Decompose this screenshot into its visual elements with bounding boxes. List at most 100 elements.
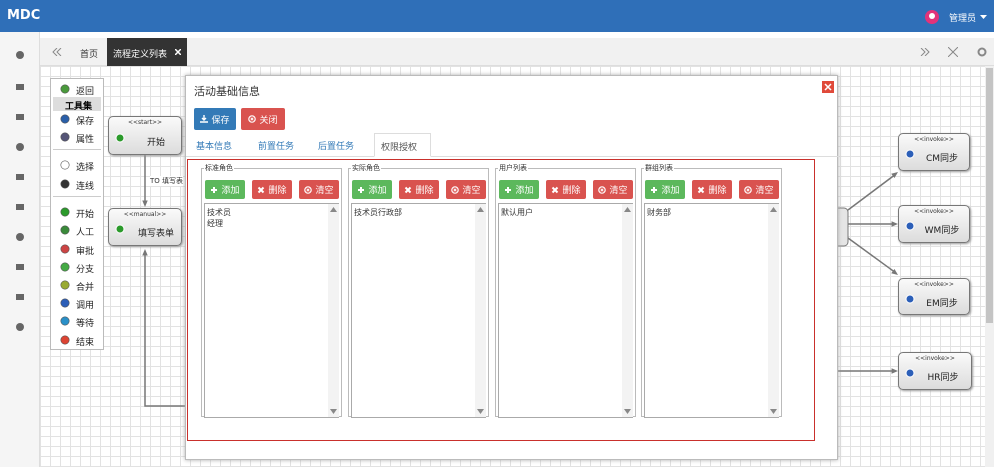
scroll-down: [770, 409, 777, 414]
tool-item[interactable]: 审批: [76, 247, 95, 257]
button[interactable]: 删除: [252, 180, 292, 199]
list-item[interactable]: 默认用户: [501, 208, 533, 217]
tab[interactable]: 首页: [80, 50, 99, 60]
tool-item[interactable]: 调用: [76, 301, 95, 311]
tool-item[interactable]: 人工: [76, 228, 95, 238]
tool-item[interactable]: 合并: [76, 283, 95, 293]
button[interactable]: 清空: [593, 180, 633, 199]
edge: [144, 252, 185, 407]
button[interactable]: 添加: [499, 180, 539, 199]
shape: [330, 409, 337, 414]
dialog-tab[interactable]: 后置任务: [316, 133, 364, 157]
listbox[interactable]: 默认用户: [498, 203, 633, 418]
list-scrollbar: [328, 204, 339, 417]
button-icon: [505, 186, 512, 193]
node-label: 填写表单: [137, 229, 174, 239]
tool-item[interactable]: 连线: [76, 182, 95, 192]
shape: [16, 233, 24, 241]
tab-prev[interactable]: [52, 48, 62, 56]
button[interactable]: 添加: [205, 180, 245, 199]
tool-item[interactable]: 开始: [76, 210, 95, 220]
edge: [847, 237, 897, 274]
button[interactable]: 保存: [194, 108, 236, 130]
button[interactable]: 删除: [546, 180, 586, 199]
tool-item[interactable]: 属性: [76, 135, 95, 145]
dialog-tab[interactable]: 基本信息: [194, 133, 242, 157]
tool-item[interactable]: 选择: [76, 163, 95, 173]
node-stereotype: <<invoke>>: [915, 355, 955, 362]
shape: [477, 409, 484, 414]
node-icon: [905, 294, 915, 303]
tool-item[interactable]: 等待: [76, 319, 95, 329]
button[interactable]: 清空: [739, 180, 779, 199]
button[interactable]: 清空: [446, 180, 486, 199]
node-label: 开始: [146, 137, 165, 148]
shape: [16, 323, 24, 331]
button-icon: [744, 185, 753, 194]
flow-node[interactable]: <<invoke>> WM同步: [898, 205, 970, 243]
button[interactable]: 添加: [352, 180, 392, 199]
flow-node[interactable]: <<invoke>> CM同步: [898, 133, 970, 171]
list-item[interactable]: 经理: [207, 219, 223, 228]
node-label: HR同步: [927, 373, 959, 383]
button[interactable]: 清空: [299, 180, 339, 199]
button[interactable]: 删除: [399, 180, 439, 199]
button-label: 添加: [661, 186, 680, 196]
button[interactable]: 关闭: [241, 108, 285, 130]
shape: [453, 187, 458, 192]
settings[interactable]: [977, 47, 987, 57]
list-item[interactable]: 财务部: [647, 208, 671, 217]
flow-node[interactable]: <<manual>> 填写表单: [108, 208, 182, 246]
listbox[interactable]: 技术员 经理: [204, 203, 339, 418]
flow-node[interactable]: <<invoke>> HR同步: [898, 352, 972, 390]
tool-item[interactable]: 返回: [76, 87, 95, 97]
tab-active[interactable]: 流程定义列表: [107, 38, 187, 66]
button-label: 添加: [221, 186, 240, 196]
flow-node[interactable]: <<invoke>> EM同步: [898, 278, 970, 315]
shape: [905, 149, 915, 159]
scroll-up: [330, 207, 337, 212]
tab-close[interactable]: [175, 49, 181, 55]
fullscreen[interactable]: [948, 47, 958, 57]
listbox[interactable]: 财务部: [644, 203, 779, 418]
button-icon: [405, 186, 412, 193]
tab-next[interactable]: [920, 48, 930, 56]
shape: [60, 298, 70, 308]
list-item[interactable]: 技术员行政部: [354, 208, 402, 217]
user-menu[interactable]: 管理员: [949, 14, 977, 24]
sidebar-icon: [16, 174, 24, 180]
shape: [60, 179, 70, 189]
tool-icon: [60, 335, 70, 345]
tool-item[interactable]: 保存: [76, 117, 95, 127]
list-scrollbar: [622, 204, 633, 417]
shape: [60, 207, 70, 217]
button[interactable]: 删除: [692, 180, 732, 199]
shape: [304, 185, 313, 194]
tool-icon: [60, 179, 70, 189]
flow-node[interactable]: <<start>> 开始: [108, 116, 182, 155]
button-label: 添加: [368, 186, 387, 196]
tool-item[interactable]: 分支: [76, 265, 95, 275]
sidebar-icon: [16, 294, 24, 300]
shape: [115, 224, 125, 234]
node-label: EM同步: [926, 298, 958, 309]
dialog-close[interactable]: [822, 81, 834, 93]
shape: [250, 117, 255, 121]
shape: [405, 186, 412, 193]
node-stereotype: <<start>>: [127, 119, 163, 126]
tab-line: [186, 156, 839, 157]
dialog-tab[interactable]: 前置任务: [256, 133, 304, 157]
tool-item[interactable]: 结束: [76, 338, 95, 348]
sidebar-icon: [16, 114, 24, 120]
button-label: 删除: [268, 186, 287, 196]
user-avatar[interactable]: [924, 9, 940, 25]
scroll-thumb[interactable]: [986, 68, 993, 323]
tool-icon: [60, 84, 70, 94]
listbox[interactable]: 技术员行政部: [351, 203, 486, 418]
button[interactable]: 添加: [645, 180, 685, 199]
shape: [16, 294, 24, 300]
list-item[interactable]: 技术员: [207, 208, 231, 217]
dialog-tab[interactable]: 权限授权: [374, 133, 431, 157]
shape: [60, 84, 70, 94]
